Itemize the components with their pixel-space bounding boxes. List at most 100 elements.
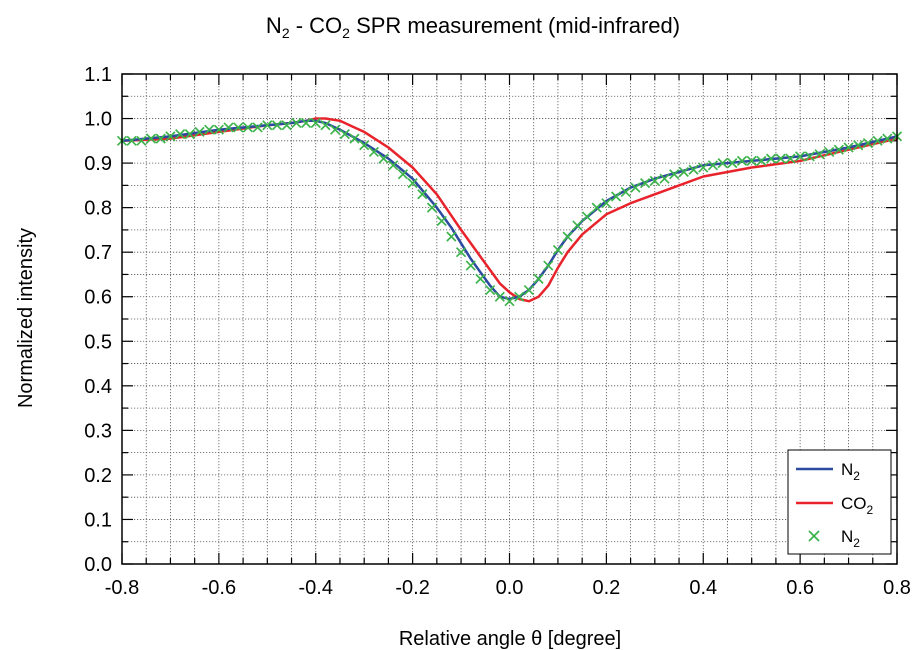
series-marker-n2	[765, 153, 777, 164]
x-tick-label: -0.6	[202, 577, 236, 599]
series-marker-n2	[824, 146, 835, 158]
series-marker-n2	[543, 260, 554, 271]
series-marker-n2	[872, 135, 883, 146]
legend: N2 CO2 N2	[787, 449, 892, 555]
series-marker-n2	[698, 162, 709, 173]
series-marker-n2	[310, 117, 321, 129]
series-marker-n2	[610, 191, 622, 202]
series-marker-n2	[126, 135, 137, 146]
x-tick-labels: -0.8 -0.6 -0.4 -0.2 0.0 0.2 0.4 0.6 0.8	[105, 577, 911, 599]
legend-swatch-n2-markers	[808, 530, 820, 542]
series-marker-n2	[320, 120, 331, 131]
series-marker-n2	[640, 178, 651, 189]
series-marker-n2	[717, 157, 728, 169]
series-marker-n2	[194, 126, 205, 138]
series-marker-n2	[581, 211, 593, 222]
y-tick-label: 0.5	[84, 331, 112, 353]
y-tick-label: 0.0	[84, 554, 112, 576]
series-marker-n2	[785, 153, 796, 164]
series-marker-n2	[804, 151, 815, 162]
series-marker-n2	[562, 231, 573, 242]
x-axis-title: Relative angle θ [degree]	[399, 628, 621, 650]
x-tick-label: 0.8	[883, 577, 911, 599]
series-marker-n2	[688, 164, 699, 175]
series-marker-n2	[591, 202, 602, 213]
y-tick-label: 0.7	[84, 242, 112, 264]
series-marker-n2	[843, 142, 854, 153]
series-marker-n2	[184, 129, 195, 140]
series-marker-n2	[833, 144, 844, 155]
series-marker-n2	[475, 273, 486, 285]
series-marker-n2	[523, 284, 534, 296]
x-tick-label: -0.2	[395, 577, 429, 599]
series-marker-n2	[572, 220, 583, 231]
y-tick-label: 0.1	[84, 509, 112, 531]
series-marker-n2	[204, 124, 215, 135]
series-marker-n2	[882, 133, 893, 144]
axis-ticks	[121, 73, 898, 565]
series-marker-n2	[659, 173, 670, 184]
legend-label-n2-markers: N2	[841, 527, 860, 550]
series-marker-n2	[281, 120, 292, 131]
series-marker-n2	[514, 291, 525, 302]
plot-frame	[121, 73, 898, 565]
series-marker-n2	[271, 120, 283, 131]
x-tick-label: 0.0	[496, 577, 524, 599]
series-marker-n2	[775, 153, 786, 164]
series-marker-n2	[165, 131, 176, 142]
series-marker-n2	[359, 140, 370, 151]
series-marker-n2	[649, 175, 660, 187]
legend-label-n2-line: N2	[841, 460, 860, 483]
series-marker-n2	[349, 133, 360, 144]
series-marker-n2	[436, 215, 447, 227]
series-marker-n2	[330, 124, 341, 135]
series-marker-n2	[388, 160, 399, 171]
series-marker-n2	[175, 129, 186, 140]
series-marker-n2	[223, 122, 234, 133]
series-marker-n2	[155, 133, 166, 144]
series-marker-n2	[378, 153, 389, 164]
y-tick-label: 1.0	[84, 109, 112, 131]
chart-title: N2 - CO2 SPR measurement (mid-infrared)	[266, 13, 680, 41]
series-marker-n2	[446, 231, 457, 242]
series-marker-n2	[552, 244, 564, 256]
series-marker-n2	[630, 182, 641, 193]
series-marker-n2	[485, 284, 496, 296]
grid	[122, 74, 897, 564]
series-layer	[116, 117, 903, 307]
series-marker-n2	[620, 186, 631, 198]
series-marker-n2	[862, 137, 874, 149]
series-marker-n2	[300, 117, 312, 129]
series-marker-n2	[397, 169, 409, 180]
series-marker-n2	[136, 135, 147, 146]
x-tick-label: 0.4	[689, 577, 717, 599]
series-marker-n2	[291, 117, 302, 129]
y-tick-label: 0.4	[84, 376, 112, 398]
y-axis-title: Normalized intensity	[15, 228, 37, 408]
series-marker-n2	[601, 198, 612, 209]
legend-label-co2-line: CO2	[841, 494, 874, 517]
x-tick-label: -0.8	[105, 577, 139, 599]
series-marker-n2	[262, 120, 273, 131]
series-marker-n2	[233, 122, 244, 133]
series-marker-n2	[746, 155, 757, 166]
series-marker-n2	[756, 155, 767, 166]
series-marker-n2	[417, 189, 428, 200]
series-marker-n2	[533, 273, 544, 285]
x-tick-label: 0.2	[592, 577, 620, 599]
series-marker-n2	[242, 122, 254, 133]
series-marker-n2	[707, 160, 719, 171]
series-marker-n2	[426, 202, 438, 213]
series-marker-n2	[669, 169, 680, 180]
series-marker-n2	[455, 247, 467, 258]
y-tick-label: 0.6	[84, 287, 112, 309]
series-marker-n2	[504, 296, 515, 307]
series-marker-n2	[145, 133, 157, 144]
y-tick-label: 1.1	[84, 64, 112, 86]
series-marker-n2	[213, 124, 224, 135]
series-marker-n2	[736, 155, 748, 166]
y-tick-label: 0.8	[84, 198, 112, 220]
series-marker-n2	[727, 157, 738, 169]
y-tick-label: 0.3	[84, 420, 112, 442]
